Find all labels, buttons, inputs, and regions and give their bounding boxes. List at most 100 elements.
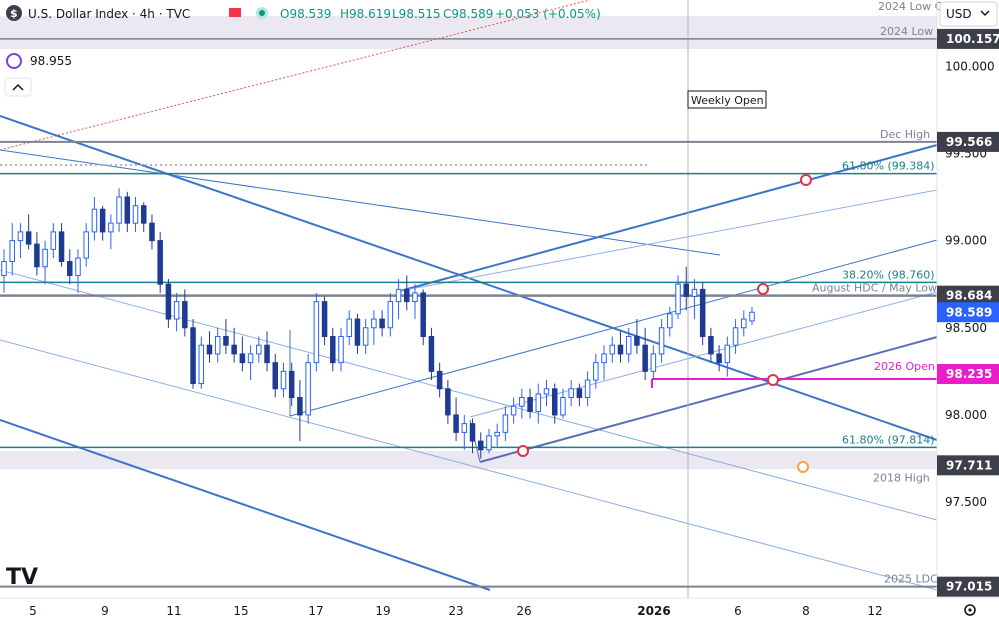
candle-body-30 (247, 353, 254, 364)
candle-body-13 (108, 222, 114, 233)
candle-body-60 (494, 431, 500, 437)
level-label-2: Dec High (880, 128, 930, 141)
candle-body-39 (321, 301, 328, 337)
candle-body-4 (34, 243, 40, 268)
ohlc-open: O98.539 (280, 7, 331, 21)
time-tick-7: 26 (516, 604, 531, 618)
candle-body-61 (502, 414, 509, 433)
time-tick-10: 8 (802, 604, 810, 618)
price-tick-5: 97.500 (945, 495, 987, 509)
candle-body-45 (371, 318, 377, 329)
status-dot-core (259, 10, 265, 16)
level-label-9: 2025 LDC (884, 573, 938, 586)
gear-icon[interactable] (964, 604, 976, 616)
candle-body-82 (675, 283, 681, 315)
candle-body-55 (453, 414, 459, 433)
time-tick-2: 11 (166, 604, 181, 618)
ohlc-close: C98.589 (443, 7, 493, 21)
time-tick-4: 17 (308, 604, 323, 618)
candle-body-64 (527, 397, 533, 412)
time-tick-11: 12 (867, 604, 882, 618)
candle-body-16 (132, 205, 139, 224)
candle-body-24 (198, 344, 205, 385)
candle-body-18 (149, 222, 155, 242)
candle-body-33 (272, 362, 279, 390)
candle-body-17 (140, 205, 147, 224)
candle-body-5 (42, 248, 48, 268)
candle-body-62 (510, 405, 517, 416)
candle-body-59 (486, 435, 492, 451)
candle-body-37 (305, 362, 311, 416)
candle-body-32 (264, 344, 270, 364)
candle-body-85 (699, 288, 706, 337)
level-label-8: 2018 High (873, 471, 930, 484)
currency-button[interactable] (939, 1, 998, 27)
collapse-button[interactable] (4, 77, 32, 97)
candle-body-1 (9, 240, 15, 263)
weekly-open-label: Weekly Open (691, 94, 764, 107)
candle-body-40 (330, 335, 336, 364)
price-badge-2: 98.684 (946, 289, 992, 303)
price-badge-bg-6 (937, 576, 999, 597)
candle-body-54 (445, 388, 451, 416)
candle-body-90 (741, 318, 747, 329)
candle-body-22 (182, 301, 188, 329)
candle-body-68 (560, 397, 566, 416)
price-tick-0: 100.000 (945, 59, 995, 73)
candle-body-80 (658, 327, 665, 355)
candle-body-12 (99, 208, 106, 233)
candle-body-25 (206, 344, 213, 355)
level-label-6: 2026 Open (874, 360, 935, 373)
level-label-7: 61.80% (97.814) (842, 433, 935, 446)
level-label-1: 2024 Low (880, 25, 933, 38)
candle-body-66 (543, 388, 550, 395)
candle-body-75 (617, 344, 624, 355)
candle-body-83 (683, 283, 690, 297)
candle-body-67 (551, 388, 558, 416)
pivot-circle-low (517, 445, 529, 457)
candles-layer (1, 188, 755, 459)
candle-body-84 (691, 288, 698, 297)
candle-body-57 (469, 423, 476, 442)
2018-high-zone (0, 451, 937, 469)
pivot-circle-open (767, 374, 779, 386)
chevron-down-icon (980, 10, 990, 17)
price-badge-6: 97.015 (946, 580, 992, 594)
price-badge-5: 97.711 (946, 458, 992, 472)
2024-low-zone (0, 16, 937, 49)
candle-body-8 (66, 261, 73, 276)
pivot-circle-2018 (797, 461, 809, 473)
candle-body-26 (214, 335, 221, 355)
ohlc-change: +0.053 (+0.05%) (495, 7, 601, 21)
price-tick-4: 98.000 (945, 408, 987, 422)
candle-body-19 (157, 240, 163, 285)
price-badge-bg-3 (937, 302, 999, 323)
price-badge-3: 98.589 (946, 305, 992, 319)
price-badge-4: 98.235 (946, 367, 992, 381)
candle-body-35 (288, 370, 295, 399)
svg-text:TV: TV (6, 565, 38, 590)
candle-body-31 (256, 344, 262, 355)
candle-body-0 (1, 261, 7, 276)
candle-body-28 (231, 344, 237, 355)
candle-body-88 (724, 344, 731, 364)
candle-body-9 (75, 257, 81, 276)
candle-body-87 (716, 353, 722, 364)
time-tick-1: 9 (101, 604, 109, 618)
indicator-icon[interactable] (6, 53, 22, 69)
candle-body-44 (362, 327, 369, 346)
candle-body-58 (477, 440, 484, 451)
candle-body-36 (297, 397, 303, 416)
secondary-value: 98.955 (30, 54, 72, 68)
tradingview-logo: TV (6, 565, 38, 590)
candle-body-91 (749, 311, 755, 322)
candle-body-71 (584, 379, 591, 399)
chevron-up-icon (12, 83, 24, 91)
symbol-title[interactable]: U.S. Dollar Index · 4h · TVC (28, 7, 190, 21)
candle-body-3 (25, 231, 32, 245)
price-badges: 100.157 99.566 98.684 98.589 98.235 97.711 97.… (937, 28, 999, 597)
candle-body-74 (609, 344, 616, 355)
price-tick-2: 99.000 (945, 234, 987, 248)
